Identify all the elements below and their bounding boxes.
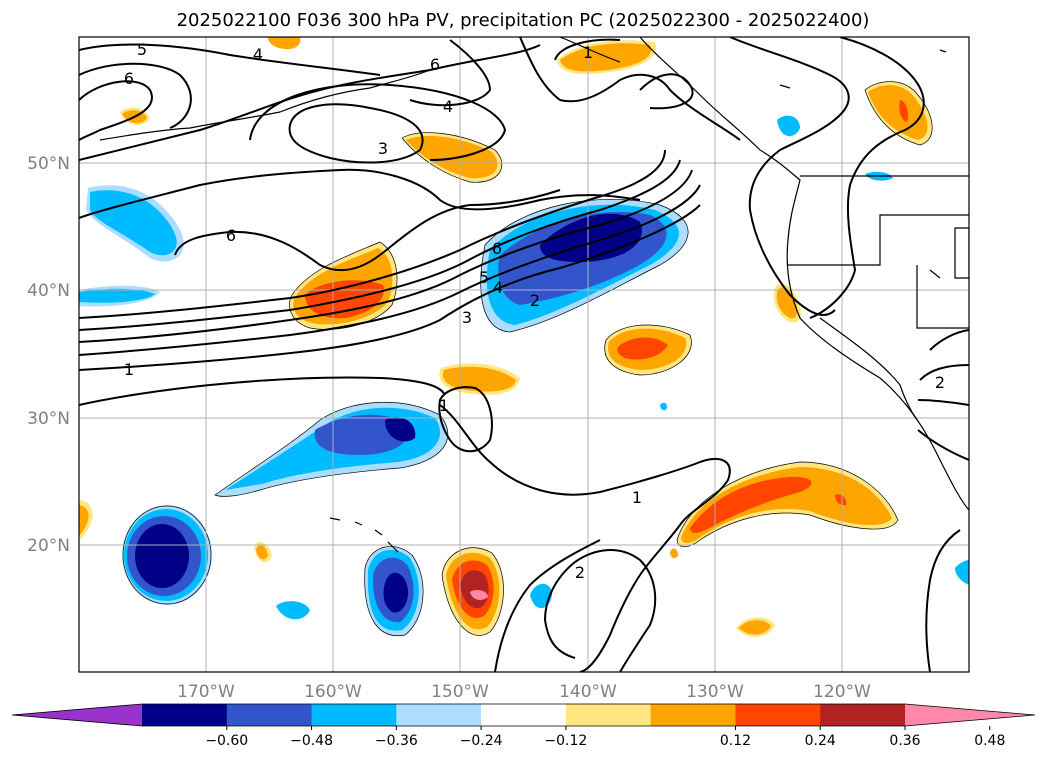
colorbar-tick-label: 0.48 [974, 733, 1005, 749]
colorbar-outline [11, 703, 1036, 727]
colorbar-tick-label: −0.48 [290, 733, 333, 749]
latitude-labels: 50°N 40°N 30°N 20°N [27, 154, 70, 556]
contour-label: 1 [124, 360, 134, 379]
colorbar-tick-label: 0.24 [805, 733, 836, 749]
lon-label: 140°W [559, 682, 617, 702]
colorbar-tick-label: −0.12 [544, 733, 587, 749]
positive-anomaly-mid-pacific [604, 324, 692, 375]
contour-label: 4 [493, 278, 503, 297]
contour-label: 4 [443, 97, 453, 116]
colorbar-swatch [142, 704, 228, 726]
graticule [79, 37, 969, 672]
map-title: 2025022100 F036 300 hPa PV, precipitatio… [177, 10, 870, 31]
contour-label: 2 [935, 373, 945, 392]
colorbar: −0.60 −0.48 −0.36 −0.24 −0.12 0.12 0.24 0.36 0.4… [11, 703, 1036, 749]
colorbar-swatch [311, 704, 397, 726]
contour-label: 6 [124, 69, 134, 88]
contour-label: 5 [479, 268, 489, 287]
negative-anomaly-small [276, 115, 969, 620]
map-frame [78, 36, 970, 673]
negative-anomaly-northwest [86, 185, 184, 262]
lon-label: 150°W [431, 682, 489, 702]
colorbar-tick-label: 0.36 [889, 733, 920, 749]
contour-label: 4 [253, 45, 263, 64]
colorbar-swatch [735, 704, 821, 726]
colorbar-swatch [481, 704, 567, 726]
colorbar-swatch [820, 704, 906, 726]
positive-anomaly-hawaii-east [442, 547, 504, 636]
contour-label: 1 [632, 488, 642, 507]
coastlines [99, 37, 969, 553]
contour-label: 2 [530, 291, 540, 310]
contour-label: 6 [430, 55, 440, 74]
positive-anomaly-top [268, 37, 301, 50]
positive-anomaly-small [79, 500, 775, 637]
lon-label: 160°W [304, 682, 362, 702]
negative-anomaly-west-strip [79, 285, 160, 307]
anomaly-outlines [122, 81, 933, 637]
lon-label: 130°W [686, 682, 744, 702]
colorbar-swatch [226, 704, 313, 726]
lon-label: 120°W [813, 682, 871, 702]
lat-label: 30°N [27, 409, 70, 429]
lon-label: 170°W [177, 682, 235, 702]
lat-label: 40°N [27, 281, 70, 301]
colorbar-swatch [650, 704, 736, 726]
contour-label: 3 [378, 139, 388, 158]
positive-anomaly-upper-center [402, 132, 502, 183]
contour-label: 5 [137, 40, 147, 59]
colorbar-tick-label: −0.36 [375, 733, 418, 749]
colorbar-extend-high [905, 704, 1035, 726]
map-area: 5 6 4 6 4 3 1 6 6 5 4 2 3 1 1 1 2 2 [79, 37, 969, 672]
contour-label: 6 [492, 239, 502, 258]
positive-anomaly-east-band [677, 462, 898, 547]
contour-label: 1 [439, 396, 449, 415]
pv-contours [79, 37, 969, 672]
contour-label: 1 [583, 43, 593, 62]
contour-label: 2 [575, 563, 585, 582]
contour-label: 3 [462, 308, 472, 327]
colorbar-tick-label: 0.12 [720, 733, 751, 749]
lat-label: 50°N [27, 154, 70, 174]
longitude-labels: 170°W 160°W 150°W 140°W 130°W 120°W [177, 682, 871, 702]
colorbar-extend-low [12, 704, 142, 726]
lat-label: 20°N [27, 536, 70, 556]
colorbar-swatch [565, 704, 652, 726]
contour-label: 6 [226, 226, 236, 245]
colorbar-swatch [396, 704, 482, 726]
negative-anomaly-west-hawaii [122, 505, 212, 605]
colorbar-tick-label: −0.60 [205, 733, 248, 749]
pv-contour-labels: 5 6 4 6 4 3 1 6 6 5 4 2 3 1 1 1 2 2 [124, 40, 945, 582]
colorbar-tick-label: −0.24 [460, 733, 503, 749]
negative-anomaly-hawaii [364, 546, 424, 636]
